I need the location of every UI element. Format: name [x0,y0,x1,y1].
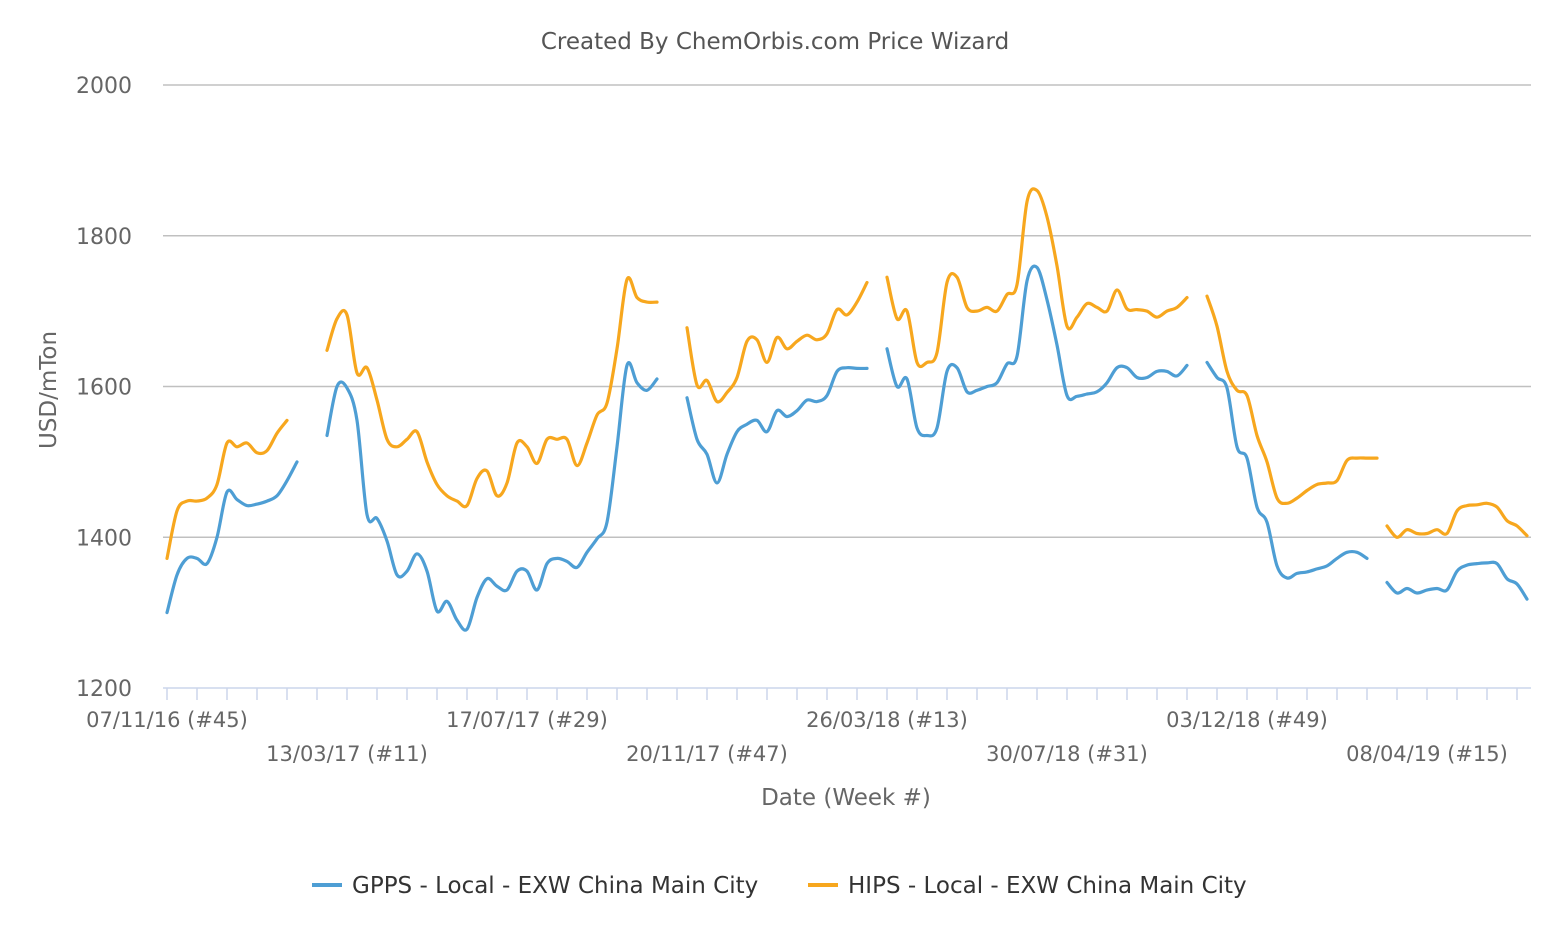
series-segment [325,361,659,632]
series-segment [165,418,289,560]
y-tick-label: 1400 [76,526,132,551]
x-tick-label: 17/07/17 (#29) [446,708,608,732]
series-segment [1385,560,1529,601]
x-tick-label: 13/03/17 (#11) [266,742,428,766]
series-segment [1205,294,1379,506]
x-tick-label: 26/03/18 (#13) [806,708,968,732]
series-segment [885,187,1189,369]
y-axis-title: USD/mTon [36,331,62,449]
x-axis: 07/11/16 (#45) 13/03/17 (#11) 17/07/17 (#2… [86,687,1531,766]
series-segment [325,276,659,509]
x-tick-label: 03/12/18 (#49) [1166,708,1328,732]
series-line-2 [165,187,1529,560]
series-segment [1385,501,1529,539]
y-tick-label: 1800 [76,225,132,250]
y-tick-label: 1600 [76,376,132,401]
series-segment [885,264,1189,438]
series-segment [685,280,869,404]
legend-item: GPPS - Local - EXW China Main City [352,873,758,899]
series-segment [165,460,299,615]
x-tick-label: 07/11/16 (#45) [86,708,248,732]
series-segment [685,365,869,485]
chart-title: Created By ChemOrbis.com Price Wizard [541,29,1009,55]
x-tick-label: 08/04/19 (#15) [1346,742,1508,766]
series-line-1 [165,264,1529,632]
series [165,187,1529,632]
x-axis-title: Date (Week #) [761,785,931,811]
y-tick-label: 2000 [76,74,132,99]
y-axis: 1200 1400 1600 1800 2000 [76,74,132,702]
x-tick-label: 20/11/17 (#47) [626,742,788,766]
x-tick-label: 30/07/18 (#31) [986,742,1148,766]
legend-item: HIPS - Local - EXW China Main City [848,873,1247,899]
series-segment [1205,360,1369,580]
y-tick-label: 1200 [76,677,132,702]
legend: GPPS - Local - EXW China Main City HIPS -… [312,873,1247,899]
grid [163,84,1531,538]
